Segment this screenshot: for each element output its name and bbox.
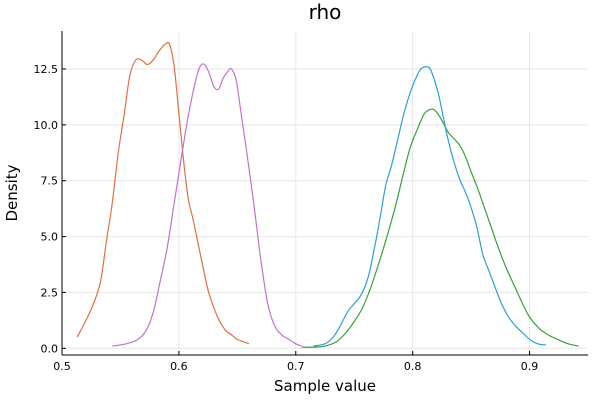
series-line-3 [301, 108, 579, 348]
x-tick-label: 0.9 [521, 360, 539, 373]
grid [61, 31, 588, 355]
series-line-2 [112, 63, 302, 347]
series-line-1 [76, 41, 250, 345]
x-tick-label: 0.8 [404, 360, 422, 373]
chart-title: rho [309, 0, 342, 24]
series-line-4 [313, 66, 546, 347]
x-tick-label: 0.7 [287, 360, 305, 373]
y-tick-label: 0.0 [41, 342, 59, 355]
y-axis-label: Density [3, 164, 21, 221]
x-tick-label: 0.6 [170, 360, 188, 373]
axes [61, 31, 588, 356]
y-tick-label: 2.5 [41, 286, 59, 299]
y-tick-label: 12.5 [34, 63, 59, 76]
y-tick-label: 7.5 [41, 175, 59, 188]
y-tick-label: 5.0 [41, 231, 59, 244]
x-tick-label: 0.5 [53, 360, 71, 373]
y-ticks: 0.0 2.5 5.0 7.5 10.0 12.5 [34, 63, 66, 355]
x-axis-label: Sample value [274, 377, 376, 395]
y-tick-label: 10.0 [34, 119, 59, 132]
x-ticks: 0.5 0.6 0.7 0.8 0.9 [53, 351, 538, 373]
series-lines [76, 41, 579, 348]
